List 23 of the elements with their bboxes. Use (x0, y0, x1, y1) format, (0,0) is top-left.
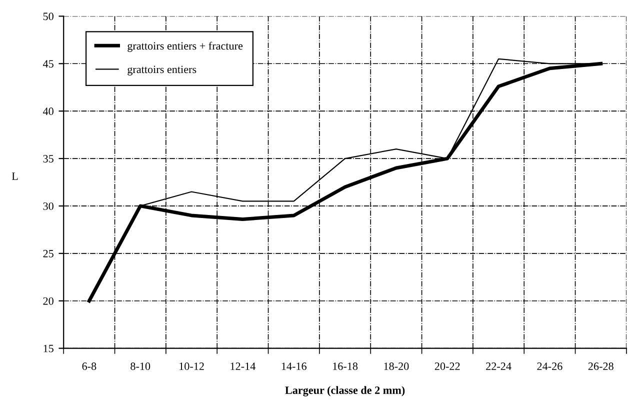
x-tick-label: 26-28 (588, 362, 614, 370)
x-tick-label: 20-22 (434, 362, 460, 370)
y-tick-label: 40 (42, 108, 54, 116)
y-tick-label: 35 (43, 155, 54, 162)
y-axis-title: L (12, 172, 18, 180)
y-tick-label: 20 (43, 297, 54, 305)
x-tick-label: 12-14 (230, 362, 256, 370)
x-tick-label: 18-20 (384, 362, 409, 370)
x-axis-title: Largeur (classe de 2 mm) (285, 386, 405, 396)
x-tick-label: 6-8 (82, 362, 96, 370)
x-tick-label: 14-16 (282, 362, 306, 370)
x-tick-label: 8-10 (130, 362, 150, 370)
legend-label: grattoirs entiers + fracture (128, 42, 243, 52)
x-tick-label: 22-24 (486, 362, 512, 370)
y-tick-label: 15 (44, 344, 54, 352)
x-tick-label: 10-12 (180, 362, 204, 370)
y-tick-label: 45 (42, 60, 54, 68)
y-tick-label: 30 (43, 202, 54, 210)
x-tick-label: 16-18 (333, 362, 358, 370)
legend-label: grattoirs entiers (128, 66, 196, 76)
x-tick-label: 24-26 (537, 362, 562, 370)
y-tick-label: 50 (43, 12, 54, 20)
y-tick-label: 25 (43, 250, 54, 258)
